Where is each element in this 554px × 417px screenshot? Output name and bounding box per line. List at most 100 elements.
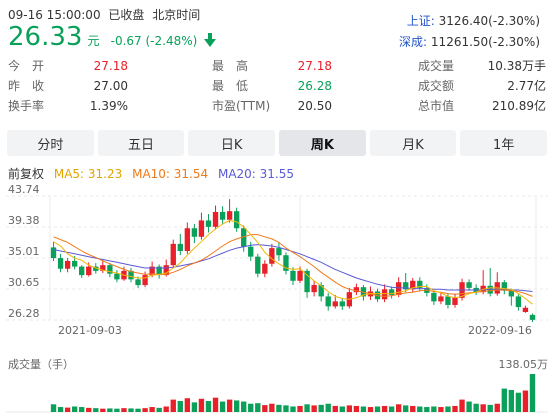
currency-unit: 元: [87, 34, 100, 48]
volume-bar: [332, 405, 338, 412]
volume-bar: [424, 407, 430, 412]
volume-bar: [522, 390, 529, 412]
x-label-start: 2021-09-03: [58, 324, 122, 337]
volume-bar: [107, 408, 113, 412]
volume-bar: [64, 407, 71, 412]
candle: [212, 205, 219, 230]
volume-bar: [156, 407, 162, 412]
candle: [269, 243, 275, 267]
candle: [156, 264, 162, 279]
volume-bar: [494, 403, 500, 412]
volume-bar: [487, 404, 493, 412]
tab-intraday[interactable]: 分时: [7, 130, 94, 156]
volume-max-label: 138.05万: [499, 358, 549, 371]
volume-bar: [233, 400, 240, 412]
index-label: 上证:: [406, 14, 435, 28]
tab-monthly-k[interactable]: 月K: [369, 130, 457, 156]
y-tick-label: 43.74: [8, 183, 40, 196]
volume-bar: [353, 405, 360, 412]
volume-bar: [276, 404, 282, 412]
volume-label: 成交量（手）: [8, 357, 74, 371]
current-price: 26.33: [8, 22, 83, 52]
candle: [494, 272, 500, 296]
candle: [318, 282, 324, 302]
kline-chart[interactable]: 43.74 39.38 35.01 30.65 26.28 2021-09-03 202…: [0, 182, 554, 417]
volume-bar: [431, 406, 437, 412]
candle: [480, 270, 486, 295]
volume-bar: [403, 405, 409, 412]
candle: [487, 268, 493, 297]
tab-five-day[interactable]: 五日: [97, 130, 185, 156]
volume-bar: [255, 403, 261, 412]
y-tick-label: 35.01: [8, 245, 40, 258]
ma5-label: MA5: 31.23: [53, 167, 123, 181]
volume-bar: [529, 374, 536, 412]
adjust-mode[interactable]: 前复权: [8, 167, 45, 181]
volume-bar: [508, 389, 515, 412]
price-row: 26.33 元 -0.67 (-2.48%): [8, 22, 217, 52]
volume-bar: [473, 403, 479, 412]
volume-bar: [395, 404, 402, 412]
ma10-line: [53, 234, 533, 297]
volume-bar: [142, 408, 148, 412]
candle: [262, 260, 268, 278]
candle: [255, 253, 261, 278]
candle: [276, 242, 282, 261]
price-change: -0.67 (-2.48%): [110, 34, 198, 48]
index-quote-sz[interactable]: 深成: 11261.50(-2.30%): [399, 33, 540, 50]
volume-bar: [121, 408, 127, 412]
volume-bar: [381, 405, 388, 412]
volume-bar: [149, 407, 155, 412]
volume-bar: [445, 406, 451, 412]
market-status: 已收盘: [108, 8, 145, 22]
quote-datetime: 09-16 15:00:00 已收盘 北京时间: [8, 6, 200, 23]
stat-low: 最 低 26.28: [212, 79, 332, 93]
y-tick-label: 30.65: [8, 276, 40, 289]
candle: [233, 207, 240, 232]
volume-bar: [367, 407, 374, 412]
candle: [431, 290, 437, 305]
candle: [325, 292, 331, 311]
candle: [170, 239, 176, 269]
volume-bar: [466, 401, 472, 412]
candle: [177, 233, 183, 256]
candle: [438, 292, 444, 305]
candle: [198, 212, 205, 240]
volume-bar: [135, 408, 141, 412]
candle: [219, 206, 226, 225]
volume-bar: [360, 406, 367, 412]
tab-weekly-k[interactable]: 周K: [279, 130, 366, 156]
candle: [205, 214, 212, 233]
tab-one-year[interactable]: 1年: [460, 130, 548, 156]
x-label-end: 2022-09-16: [468, 324, 532, 337]
candle: [403, 272, 409, 293]
stat-high: 最 高 27.18: [212, 59, 332, 73]
volume-bar: [318, 404, 324, 412]
volume-bar: [515, 392, 522, 412]
candle: [191, 223, 198, 244]
volume-bar: [262, 405, 268, 412]
candle: [226, 199, 233, 223]
candle: [184, 222, 191, 254]
volume-bar: [86, 407, 92, 412]
stats-col-1: 今 开 27.18 昨 收 27.00 换手率 1.39%: [8, 56, 128, 116]
tab-daily-k[interactable]: 日K: [188, 130, 276, 156]
candle: [515, 294, 522, 311]
candle: [466, 279, 472, 291]
candle: [501, 280, 507, 295]
volume-bar: [438, 407, 444, 412]
candle: [388, 286, 395, 299]
volume-bar: [311, 405, 317, 412]
volume-bar: [374, 406, 381, 412]
ma20-line: [53, 244, 533, 292]
volume-bar: [226, 399, 233, 412]
down-arrow-icon: [204, 32, 217, 51]
candle: [452, 293, 458, 308]
candle: [50, 241, 57, 261]
volume-bar: [501, 388, 507, 412]
volume-bar: [205, 400, 212, 412]
index-quote-sh[interactable]: 上证: 3126.40(-2.30%): [407, 12, 540, 29]
stat-open: 今 开 27.18: [8, 59, 128, 73]
volume-bar: [248, 403, 254, 412]
volume-bar: [100, 408, 106, 412]
